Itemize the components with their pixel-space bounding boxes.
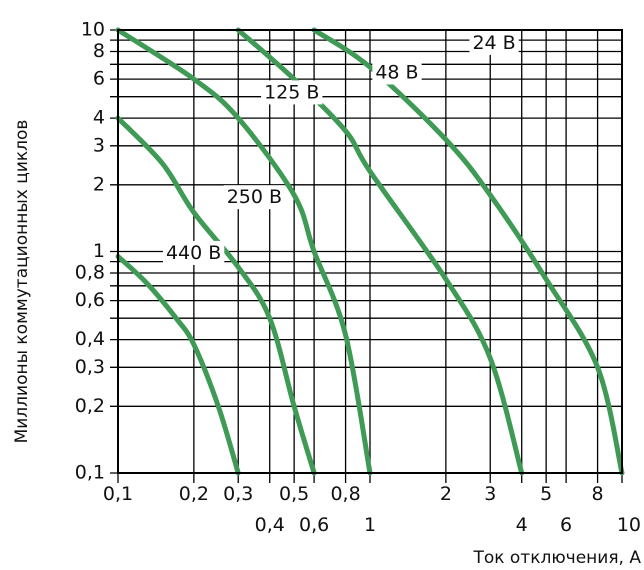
series-labels: 440 В 250 В 125 В 48 В 24 В <box>162 30 519 265</box>
series-label-48-в: 48 В <box>375 61 418 83</box>
grid-lines <box>110 29 623 483</box>
x-tick-label: 6 <box>560 514 572 536</box>
series-curves <box>115 27 625 476</box>
y-tick-label: 8 <box>93 40 105 62</box>
series-label-bg <box>372 60 422 85</box>
series-label-bg <box>162 240 225 265</box>
x-tick-label: 2 <box>440 483 452 505</box>
series-label-24-в: 24 В <box>472 32 515 54</box>
series-line-440-в <box>115 253 241 476</box>
y-tick-label: 0,2 <box>75 395 105 417</box>
y-tick-label: 6 <box>93 68 105 90</box>
x-tick-label: 1 <box>364 514 376 536</box>
series-label-bg <box>261 80 323 105</box>
series-label-bg <box>469 30 519 55</box>
x-tick-label: 0,4 <box>255 514 285 536</box>
y-tick-label: 0,1 <box>75 462 105 484</box>
x-tick-label: 0,3 <box>223 483 253 505</box>
series-line-125-в <box>115 27 373 476</box>
y-tick-label: 0,3 <box>75 356 105 378</box>
series-line-24-в <box>311 27 625 476</box>
x-tick-label: 10 <box>617 514 641 536</box>
series-label-bg <box>223 185 286 210</box>
y-tick-label: 2 <box>93 173 105 195</box>
y-tick-label: 0,8 <box>75 261 105 283</box>
y-tick-label: 1 <box>93 240 105 262</box>
x-tick-label: 3 <box>484 483 496 505</box>
x-tick-label: 0,1 <box>103 483 133 505</box>
series-label-250-в: 250 В <box>227 186 282 208</box>
y-tick-label: 10 <box>81 19 105 41</box>
x-tick-label: 8 <box>592 483 604 505</box>
x-tick-label: 0,2 <box>179 483 209 505</box>
y-axis-title: Миллионы коммутационных циклов <box>12 120 32 444</box>
x-tick-label: 4 <box>516 514 528 536</box>
y-tick-label: 0,6 <box>75 289 105 311</box>
x-tick-label: 0,8 <box>330 483 360 505</box>
series-line-48-в <box>235 27 525 476</box>
y-tick-label: 4 <box>93 107 105 129</box>
plot-frame <box>117 29 623 474</box>
y-tick-label: 3 <box>93 134 105 156</box>
series-line-250-в <box>115 115 317 476</box>
x-tick-label: 0,6 <box>299 514 329 536</box>
x-axis-title: Ток отключения, А <box>472 548 641 568</box>
series-label-125-в: 125 В <box>264 81 319 103</box>
x-tick-label: 5 <box>540 483 552 505</box>
series-label-440-в: 440 В <box>166 242 221 264</box>
x-tick-label: 0,5 <box>279 483 309 505</box>
y-tick-label: 0,4 <box>75 328 105 350</box>
